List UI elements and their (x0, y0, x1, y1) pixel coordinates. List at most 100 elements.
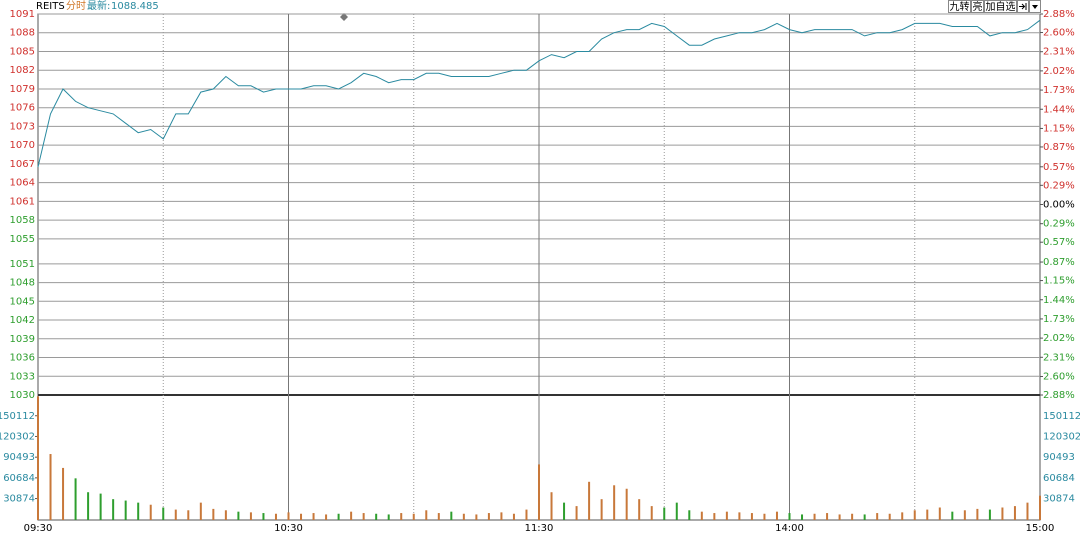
y-tick-label: 1045 (10, 296, 35, 307)
button-label[interactable]: 加自选 (986, 0, 1016, 13)
volume-bar (450, 511, 453, 520)
y-tick-label: 1091 (10, 9, 35, 20)
volume-bar (650, 506, 653, 520)
volume-bar (412, 513, 415, 520)
y-tick-label: 1082 (10, 65, 35, 76)
volume-bar (137, 502, 140, 520)
volume-bar (750, 513, 753, 520)
volume-bar (262, 513, 265, 520)
volume-bar (74, 478, 77, 520)
volume-bar (400, 513, 403, 520)
volume-tick-label-right: 90493 (1043, 452, 1075, 463)
price-line (37, 19, 1041, 168)
volume-bar (675, 502, 678, 520)
y2-tick-label: 2.60% (1043, 371, 1075, 382)
y2-tick-label: 2.31% (1043, 352, 1075, 363)
volume-bar (375, 513, 378, 520)
button[interactable] (971, 0, 984, 13)
y2-tick-label: 0.29% (1043, 180, 1075, 191)
latest-value: 1088.485 (111, 1, 159, 12)
volume-bar (249, 512, 252, 520)
volume-bar (563, 502, 566, 520)
volume-bar (951, 511, 954, 520)
icon[interactable] (1032, 5, 1038, 9)
volume-bar (300, 513, 303, 520)
volume-bar (350, 511, 353, 520)
volume-bar (62, 467, 65, 520)
y2-tick-label: 1.73% (1043, 85, 1075, 96)
y2-tick-label: 2.88% (1043, 390, 1075, 401)
y2-tick-label: 1.44% (1043, 104, 1075, 115)
volume-bar (976, 508, 979, 520)
y-tick-label: 1067 (10, 159, 35, 170)
volume-bar (613, 485, 616, 520)
y-tick-label: 1039 (10, 334, 35, 345)
volume-bar (913, 510, 916, 520)
volume-bar (87, 492, 90, 520)
button-label[interactable]: 九转 (950, 0, 970, 13)
button-label[interactable]: 亮 (973, 0, 983, 13)
y-tick-label: 1042 (10, 315, 35, 326)
x-tick-label: 09:30 (24, 523, 53, 534)
volume-bar (901, 512, 904, 520)
volume-bar (625, 488, 628, 520)
volume-tick-label-right: 150112 (1043, 411, 1080, 422)
volume-bar (162, 507, 165, 520)
y-tick-label: 1061 (10, 196, 35, 207)
y2-tick-label: 1.15% (1043, 123, 1075, 134)
volume-bar (826, 513, 829, 520)
volume-bar (337, 513, 340, 520)
y2-tick-label: 1.44% (1043, 295, 1075, 306)
volume-bar (1039, 495, 1041, 520)
volume-bar (312, 513, 315, 520)
x-tick-label: 15:00 (1026, 523, 1055, 534)
volume-bar (863, 514, 866, 520)
volume-bar (362, 513, 365, 520)
volume-tick-label-right: 30874 (1043, 494, 1075, 505)
y-tick-label: 1076 (10, 103, 35, 114)
volume-bar (124, 500, 127, 520)
y2-tick-label: 0.87% (1043, 257, 1075, 268)
volume-bar (838, 514, 841, 520)
volume-bar (425, 510, 428, 520)
y-tick-label: 1088 (10, 28, 35, 39)
volume-bar (775, 511, 778, 520)
button[interactable] (984, 0, 1017, 13)
button[interactable] (948, 0, 971, 13)
y-tick-label: 1070 (10, 140, 35, 151)
volume-bar (575, 506, 578, 520)
volume-bar (237, 511, 240, 520)
y2-tick-label: 2.60% (1043, 28, 1075, 39)
volume-bar (638, 499, 641, 520)
volume-bar (224, 510, 227, 520)
y-tick-label: 1058 (10, 215, 35, 226)
volume-bar (475, 514, 478, 520)
volume-bar (49, 454, 52, 520)
volume-bar (287, 512, 290, 520)
volume-bar (199, 502, 202, 520)
x-tick-label: 10:30 (274, 523, 303, 534)
y2-tick-label: 0.87% (1043, 142, 1075, 153)
volume-bar (801, 514, 804, 520)
volume-bar (963, 510, 966, 520)
volume-tick-label-right: 60684 (1043, 473, 1075, 484)
volume-bar (174, 509, 177, 520)
volume-bar (512, 513, 515, 520)
x-tick-label: 14:00 (775, 523, 804, 534)
latest-label: 最新: (87, 0, 110, 12)
volume-bar (1001, 507, 1004, 520)
volume-bar (851, 513, 854, 520)
volume-bar (988, 509, 991, 520)
volume-tick-label: 120302 (0, 431, 35, 442)
volume-bar (1026, 502, 1029, 520)
y2-tick-label: 0.29% (1043, 219, 1075, 230)
icon[interactable] (1019, 3, 1027, 10)
volume-bar (663, 507, 666, 520)
volume-bar (938, 507, 941, 520)
volume-bar (212, 508, 215, 520)
volume-tick-label: 150112 (0, 411, 35, 422)
y2-tick-label: 2.02% (1043, 66, 1075, 77)
y2-tick-label: 2.31% (1043, 47, 1075, 58)
y-tick-label: 1064 (10, 178, 35, 189)
